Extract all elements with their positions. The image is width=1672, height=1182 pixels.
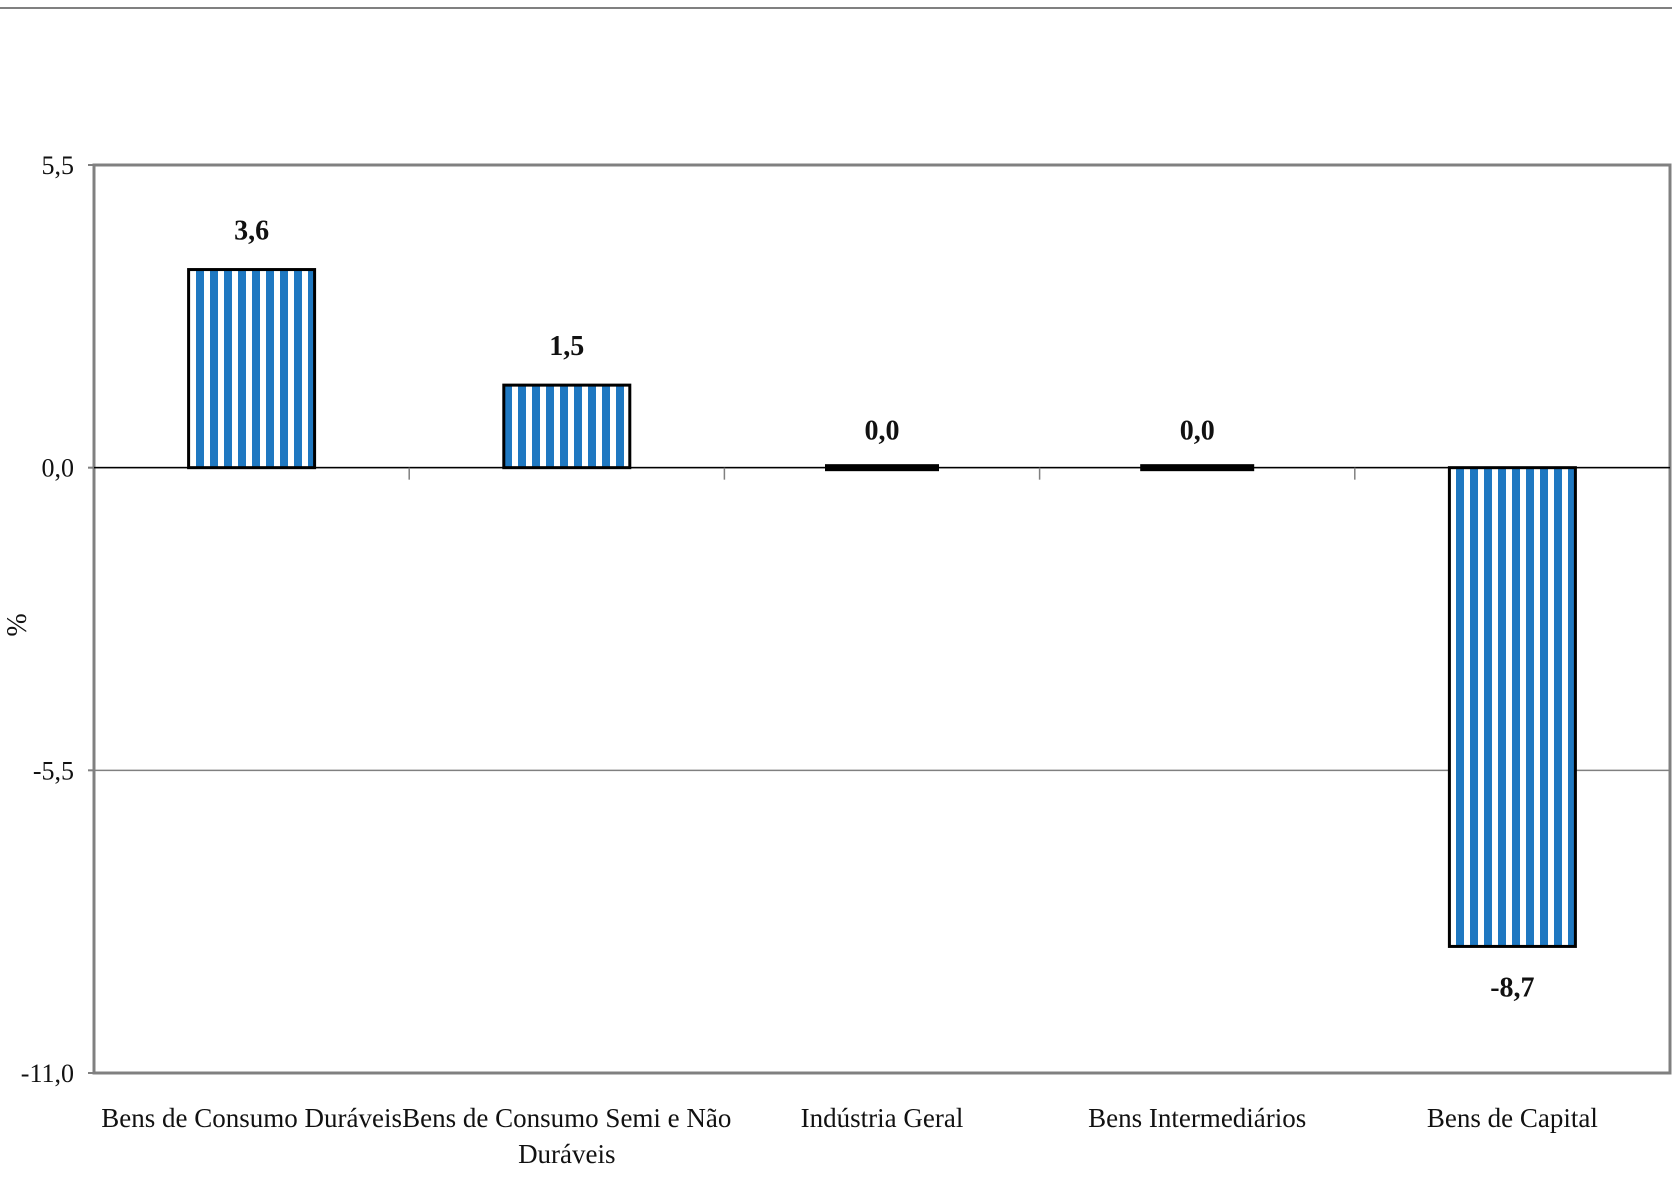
x-tick-label: Bens de Consumo Duráveis xyxy=(101,1103,402,1133)
data-label: 0,0 xyxy=(865,416,900,447)
x-tick-label: Bens Intermediários xyxy=(1088,1103,1306,1133)
y-tick-label: 5,5 xyxy=(42,151,75,180)
data-label: 1,5 xyxy=(549,331,584,362)
data-label: 3,6 xyxy=(234,216,269,247)
y-tick-label: -5,5 xyxy=(33,756,74,785)
data-label: 0,0 xyxy=(1180,416,1215,447)
y-axis-label: % xyxy=(2,613,33,636)
bar xyxy=(1447,466,1577,948)
gridlines xyxy=(94,466,1670,772)
y-tick-label: -11,0 xyxy=(21,1059,74,1088)
y-tick-label: 0,0 xyxy=(42,454,75,483)
bar xyxy=(502,383,632,470)
axes xyxy=(88,164,1670,1074)
x-tick-label: Bens de Consumo Semi e Não Duráveis xyxy=(402,1103,731,1169)
x-tick-label: Bens de Capital xyxy=(1427,1103,1598,1133)
bar xyxy=(187,268,317,470)
labels: 5,5 0,0 -5,5 -11,0 3,6 Bens de Consumo Duráve… xyxy=(21,151,1598,1169)
plot-area xyxy=(92,163,1672,1075)
bar xyxy=(1140,464,1255,472)
bars xyxy=(187,268,1577,948)
data-label: -8,7 xyxy=(1490,972,1534,1003)
x-tick-label: Indústria Geral xyxy=(801,1103,964,1133)
bar xyxy=(825,464,939,472)
